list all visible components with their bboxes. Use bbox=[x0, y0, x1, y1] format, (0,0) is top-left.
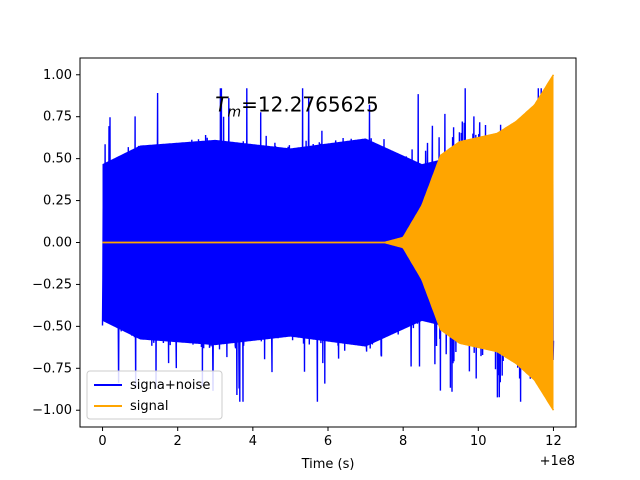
y-tick-label: −1.00 bbox=[32, 403, 72, 418]
series-signal-fill bbox=[102, 74, 554, 411]
x-tick-label: 4 bbox=[249, 434, 257, 449]
legend: signa+noise signal bbox=[86, 370, 223, 420]
legend-label-signal: signal bbox=[130, 399, 168, 414]
plot-area bbox=[101, 74, 555, 411]
y-axis: 1.00 0.75 0.50 0.25 0.00 −0.25 −0.50 −0.75 −1.00 bbox=[32, 68, 80, 418]
x-tick-label: 6 bbox=[324, 434, 332, 449]
y-tick-label: 0.25 bbox=[43, 194, 72, 209]
tm-value: =12.2765625 bbox=[241, 93, 379, 117]
y-tick-label: 0.75 bbox=[43, 110, 72, 125]
y-tick-label: −0.50 bbox=[32, 319, 72, 334]
x-tick-label: 0 bbox=[98, 434, 106, 449]
tm-subscript: m bbox=[227, 105, 241, 121]
x-axis-offset-label: +1e8 bbox=[540, 454, 575, 469]
x-axis: 0 2 4 6 8 10 12 bbox=[98, 427, 562, 449]
y-tick-label: −0.75 bbox=[32, 361, 72, 376]
series-signal-lower-line bbox=[102, 241, 555, 411]
tm-symbol: T bbox=[215, 93, 229, 117]
y-tick-label: 0.50 bbox=[43, 152, 72, 167]
x-tick-label: 8 bbox=[399, 434, 407, 449]
legend-label-signa-noise: signa+noise bbox=[130, 378, 210, 393]
y-tick-label: −0.25 bbox=[32, 277, 72, 292]
x-axis-label: Time (s) bbox=[301, 457, 355, 472]
x-tick-label: 10 bbox=[470, 434, 487, 449]
x-tick-label: 2 bbox=[174, 434, 182, 449]
y-tick-label: 0.00 bbox=[43, 236, 72, 251]
x-tick-label: 12 bbox=[545, 434, 562, 449]
tm-annotation: Tm=12.2765625 bbox=[215, 93, 378, 121]
y-tick-label: 1.00 bbox=[43, 68, 72, 83]
